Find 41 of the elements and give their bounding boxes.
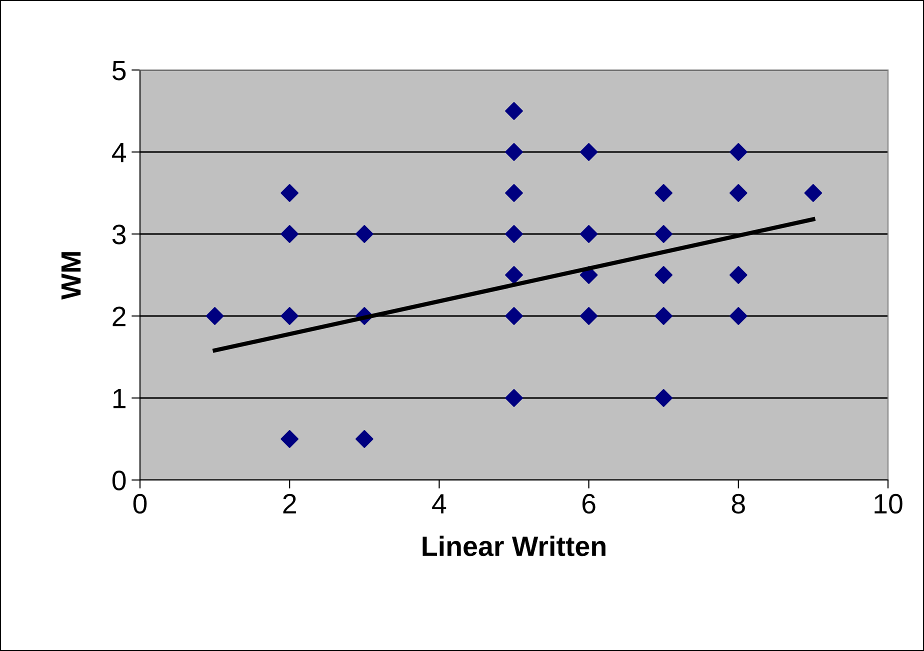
point [355, 225, 374, 243]
point [729, 184, 748, 202]
x-tick-label: 2 [283, 494, 296, 514]
point [505, 307, 523, 325]
x-tick-label: 10 [874, 494, 902, 514]
point [729, 307, 748, 325]
x-tick-label: 0 [133, 494, 147, 514]
y-tick-label: 1 [113, 388, 126, 408]
point [505, 225, 523, 243]
point [654, 266, 673, 284]
x-tick-label: 4 [432, 494, 446, 514]
point [729, 266, 748, 284]
y-tick-label: 3 [112, 224, 126, 244]
point [580, 143, 598, 161]
y-tick-label: 4 [112, 142, 126, 162]
point [580, 307, 598, 325]
point [654, 184, 673, 202]
x-tick-label: 6 [582, 494, 596, 514]
point [206, 307, 224, 325]
point [654, 307, 673, 325]
point [505, 184, 523, 202]
point [580, 225, 598, 243]
point [280, 307, 299, 325]
y-axis-title: WM [61, 252, 81, 300]
point [505, 266, 523, 284]
point [654, 389, 673, 407]
point [654, 225, 673, 243]
y-tick-label: 0 [112, 470, 126, 490]
point [804, 184, 822, 202]
y-tick-label: 5 [112, 60, 126, 80]
point [280, 225, 299, 243]
point [505, 102, 523, 120]
x-tick-label: 8 [732, 494, 745, 514]
point [280, 430, 299, 448]
x-axis-title: Linear Written [422, 536, 606, 556]
point [280, 184, 299, 202]
point [505, 389, 523, 407]
point [355, 430, 374, 448]
y-tick-label: 2 [112, 306, 126, 326]
point [729, 143, 748, 161]
point [505, 143, 523, 161]
